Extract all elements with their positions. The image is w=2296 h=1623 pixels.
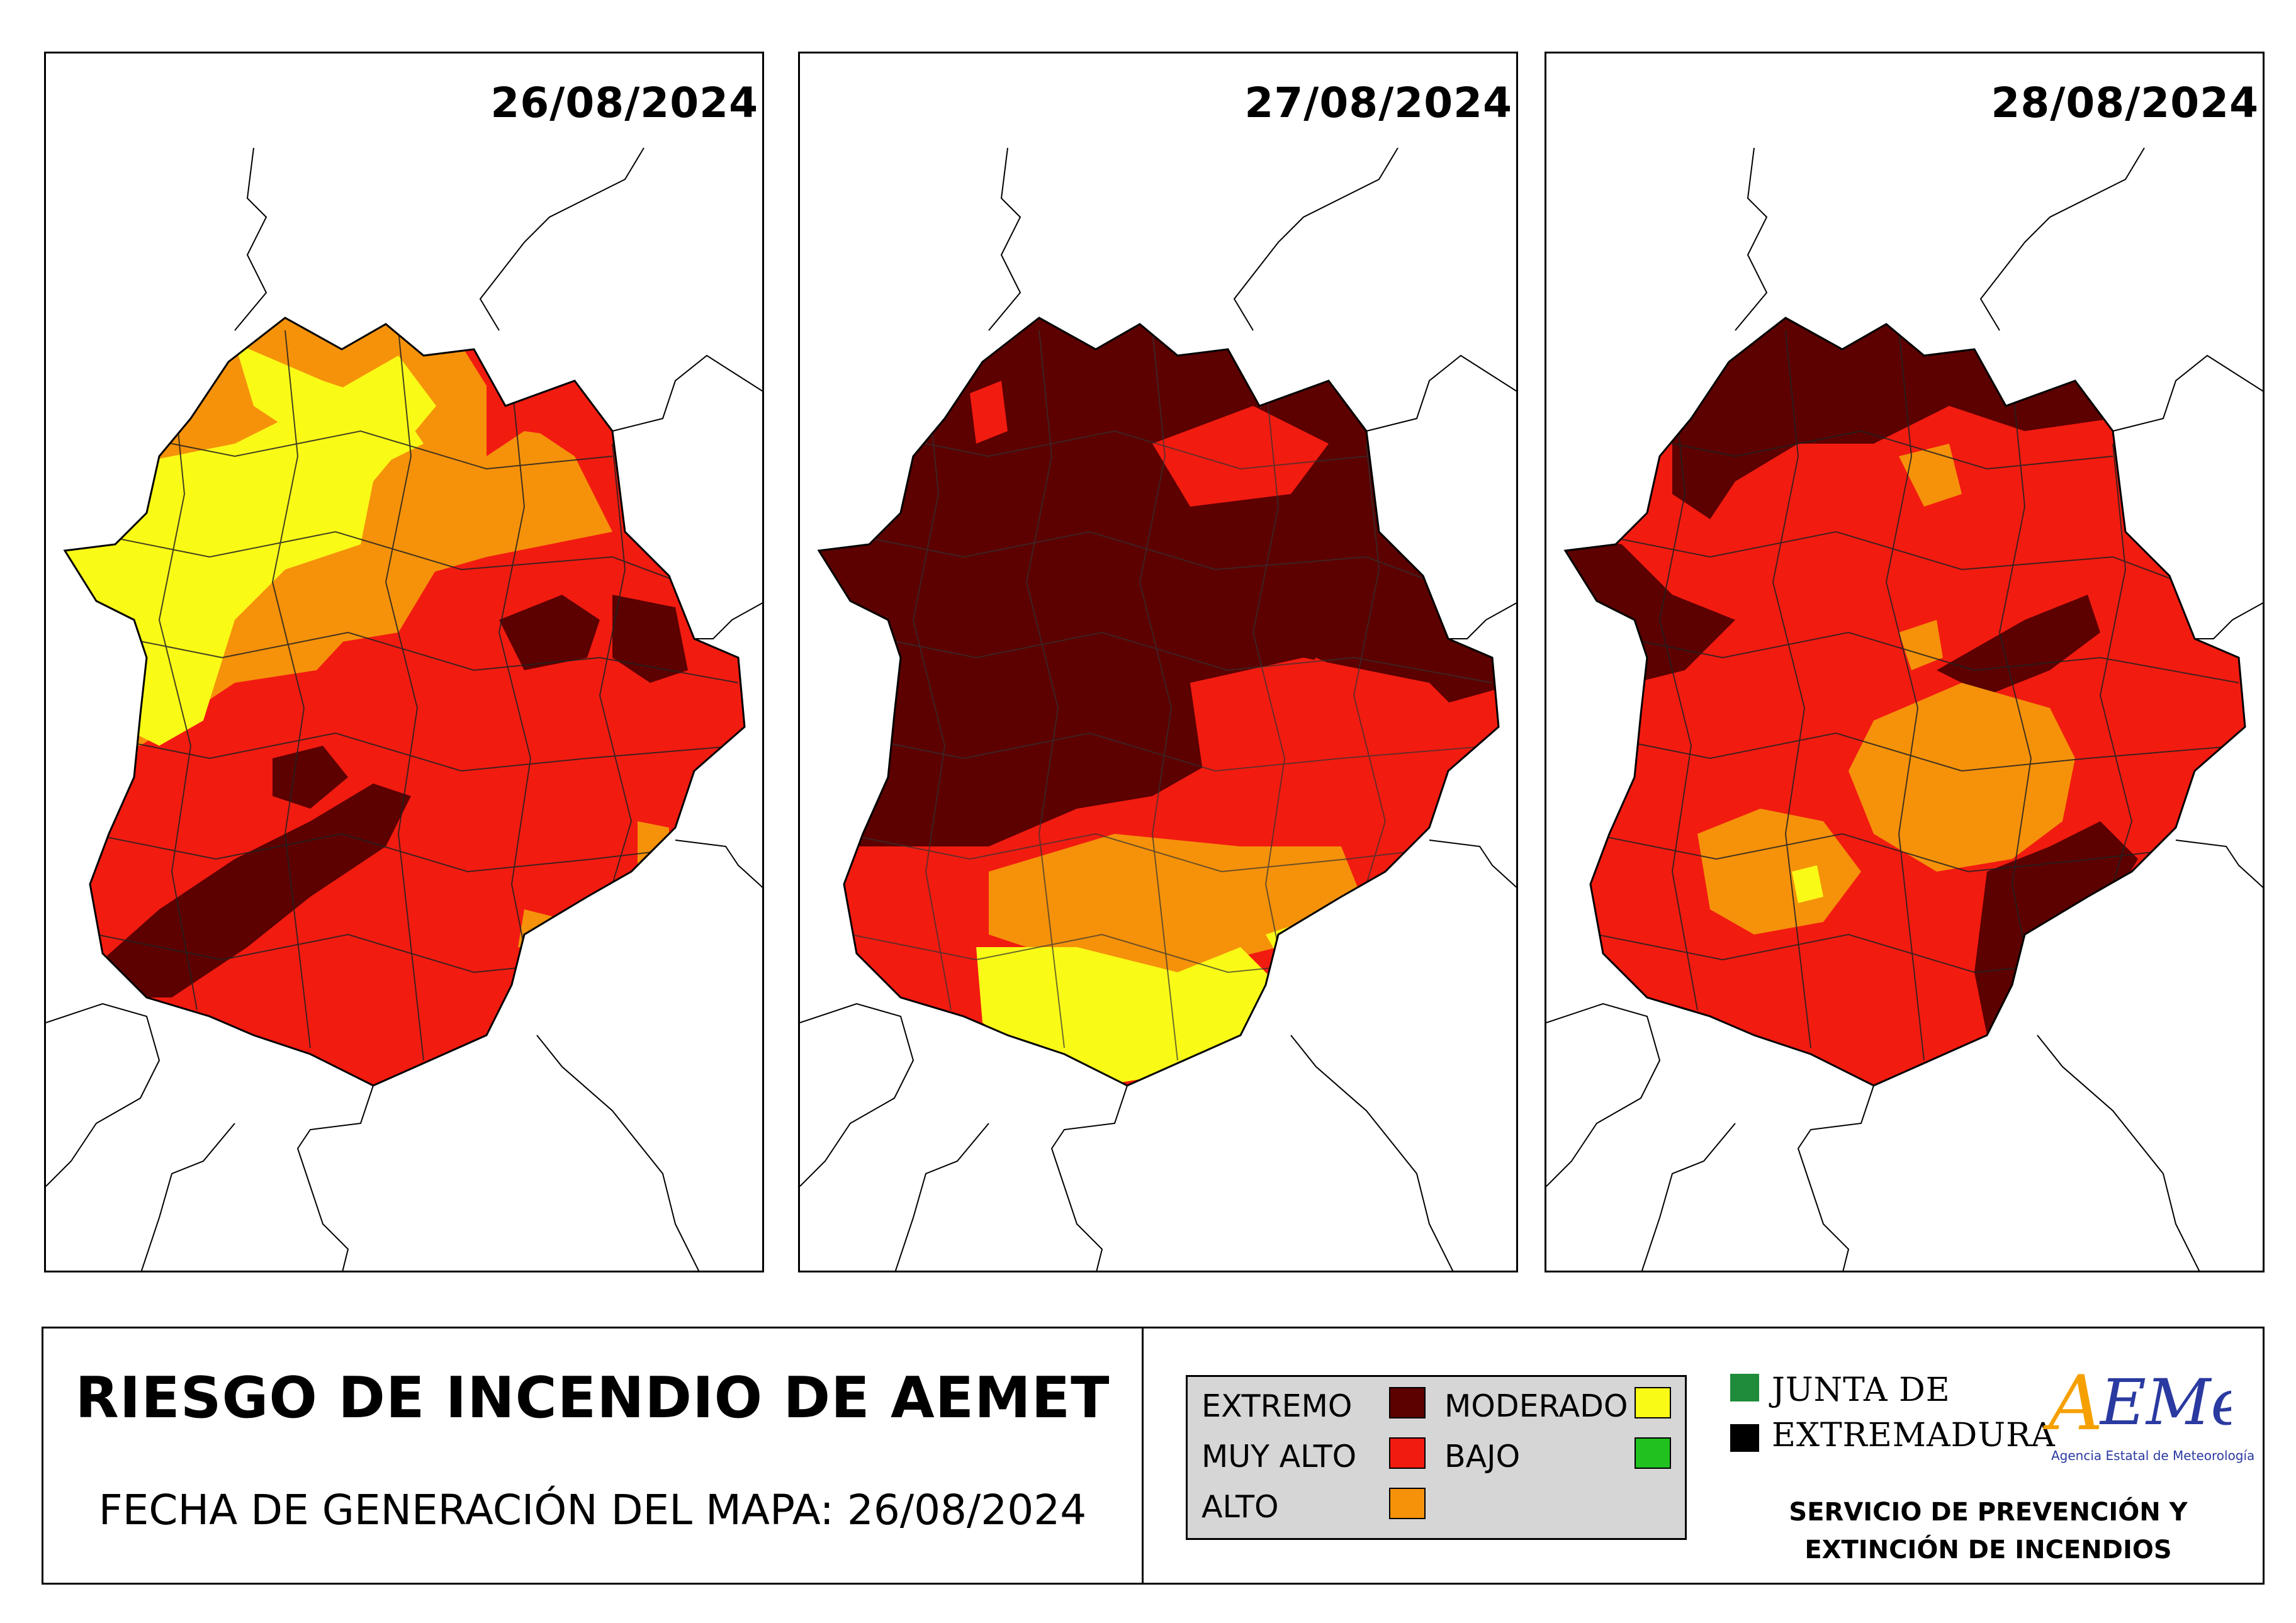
legend-swatch-bajo [1635,1437,1671,1469]
zone-extremo [103,783,411,997]
legend-label-alto: ALTO [1201,1489,1279,1525]
footer-panel: RIESGO DE INCENDIO DE AEMET FECHA DE GEN… [42,1327,2265,1585]
neighbor-borders [46,147,762,1271]
service-label: SERVICIO DE PREVENCIÓN Y EXTINCIÓN DE IN… [1768,1493,2209,1569]
zone-alto [1849,683,2075,872]
legend-label-bajo: BAJO [1444,1439,1521,1474]
region-outline [1563,317,2246,1087]
legend-label-extremo: EXTREMO [1201,1388,1353,1424]
region-map [800,147,1516,1271]
zone-muy-alto [1190,658,1467,809]
service-line1: SERVICIO DE PREVENCIÓN Y [1789,1498,2188,1527]
neighbor-borders [1546,147,2263,1271]
region-map [1546,147,2263,1271]
risk-zones [65,318,745,1086]
zone-alto [1899,444,1962,507]
neighbor-borders [800,147,1516,1271]
legend-label-muy-alto: MUY ALTO [1201,1439,1357,1474]
junta-green-square [1730,1374,1759,1401]
main-title: RIESGO DE INCENDIO DE AEMET [75,1365,1110,1431]
zone-moderado [976,947,1278,1086]
legend-label-moderado: MODERADO [1444,1388,1628,1424]
map-panel-27-08: 27/08/2024 [798,52,1518,1272]
map-date-label: 28/08/2024 [1991,79,2259,127]
zone-alto [285,532,436,645]
service-line2: EXTINCIÓN DE INCENDIOS [1804,1536,2172,1564]
zone-alto [1697,809,1861,935]
zone-muy-alto [1152,406,1329,507]
region-map [46,147,762,1271]
municipality-borders [83,330,739,1061]
zone-muy-alto [970,381,1008,444]
risk-zones [819,318,1499,1086]
aemet-logo-letter-a: A [2042,1360,2103,1447]
map-panel-26-08: 26/08/2024 [44,52,764,1272]
risk-zones [1565,318,2245,1086]
risk-legend: EXTREMO MUY ALTO ALTO MODERADO BAJO [1186,1375,1687,1540]
junta-line1: JUNTA DE [1772,1371,1950,1409]
zone-extremo [499,595,600,670]
junta-line2: EXTREMADURA [1772,1417,2056,1454]
zone-moderado [235,343,424,469]
zone-alto [638,821,669,872]
map-date-label: 27/08/2024 [1244,79,1512,127]
region-outline [63,317,746,1087]
aemet-subtitle: Agencia Estatal de Meteorología [2051,1448,2255,1463]
junta-black-square [1730,1424,1759,1452]
legend-swatch-moderado [1635,1387,1671,1418]
zone-extremo [612,595,688,683]
aemet-logo-text: EMet [2099,1366,2231,1439]
generation-date: FECHA DE GENERACIÓN DEL MAPA: 26/08/2024 [98,1486,1087,1534]
municipality-borders [1584,330,2239,1061]
region-outline [817,317,1500,1087]
aemet-logo: A EMet [2042,1360,2231,1447]
legend-swatch-muy-alto [1389,1437,1426,1469]
map-date-label: 26/08/2024 [490,79,758,127]
footer-divider [1142,1328,1144,1583]
legend-swatch-alto [1389,1488,1426,1519]
map-panel-28-08: 28/08/2024 [1545,52,2265,1272]
legend-swatch-extremo [1389,1387,1426,1418]
municipality-borders [837,330,1493,1061]
zone-alto [518,909,575,953]
zone-moderado [1792,865,1823,903]
